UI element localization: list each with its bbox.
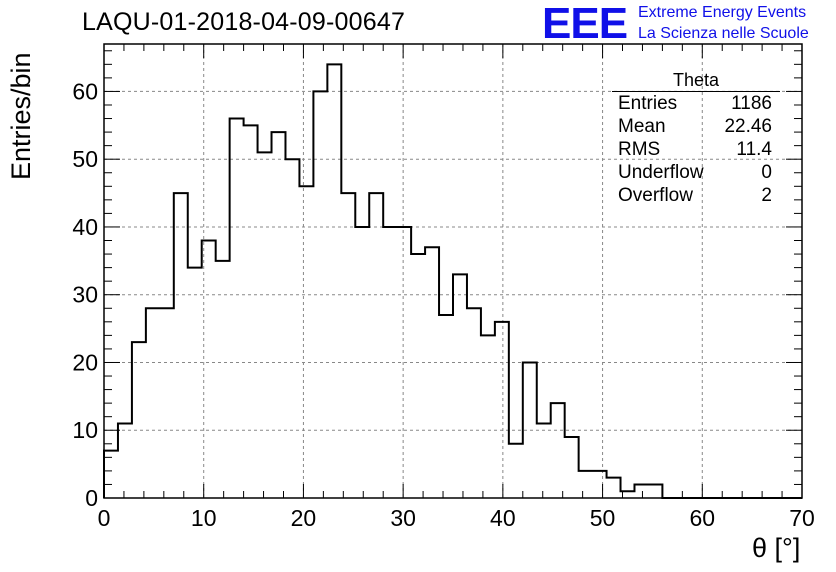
y-tick-label: 60 [72, 78, 98, 104]
y-tick-label: 20 [72, 349, 98, 375]
logo-line-2: La Scienza nelle Scuole [638, 25, 809, 42]
stats-row-mean: Mean 22.46 [612, 115, 780, 138]
plot-frame [103, 43, 803, 499]
stats-value: 1186 [731, 93, 772, 114]
y-tick-label: 40 [72, 214, 98, 240]
stats-row-rms: RMS 11.4 [612, 138, 780, 161]
stats-label: Overflow [618, 185, 693, 206]
stats-label: Entries [618, 93, 678, 114]
x-axis-label: θ [°] [752, 533, 801, 563]
x-tick-label: 70 [789, 505, 815, 531]
y-axis-label: Entries/bin [6, 52, 36, 180]
stats-value: 0 [761, 162, 772, 183]
stats-box-title: Theta [612, 70, 780, 92]
stats-value: 2 [761, 185, 772, 206]
x-tick-label: 60 [689, 505, 715, 531]
histogram-series [103, 63, 802, 499]
x-tick-label: 20 [291, 505, 317, 531]
logo-line-1: Extreme Energy Events [638, 4, 807, 21]
y-tick-label: 0 [85, 485, 98, 511]
stats-value: 22.46 [724, 116, 772, 137]
histogram-line [103, 63, 802, 499]
stats-row-underflow: Underflow 0 [612, 161, 780, 184]
x-tick-label: 30 [390, 505, 416, 531]
eee-logo: EEE [542, 0, 628, 48]
axes [103, 43, 803, 499]
x-tick-label: 40 [490, 505, 516, 531]
y-tick-label: 10 [72, 417, 98, 443]
stats-value: 11.4 [736, 139, 772, 160]
stats-row-overflow: Overflow 2 [612, 184, 780, 207]
x-tick-label: 10 [191, 505, 217, 531]
grid-lines [104, 44, 802, 498]
stats-label: Mean [618, 116, 666, 137]
y-tick-label: 30 [72, 282, 98, 308]
stats-box: Theta Entries 1186 Mean 22.46 RMS 11.4 U… [612, 70, 780, 207]
stats-label: RMS [618, 139, 661, 160]
x-tick-label: 50 [590, 505, 616, 531]
chart-title: LAQU-01-2018-04-09-00647 [82, 8, 406, 36]
stats-row-entries: Entries 1186 [612, 92, 780, 115]
x-tick-label: 0 [98, 505, 111, 531]
stats-label: Underflow [618, 162, 704, 183]
y-tick-label: 50 [72, 146, 98, 172]
